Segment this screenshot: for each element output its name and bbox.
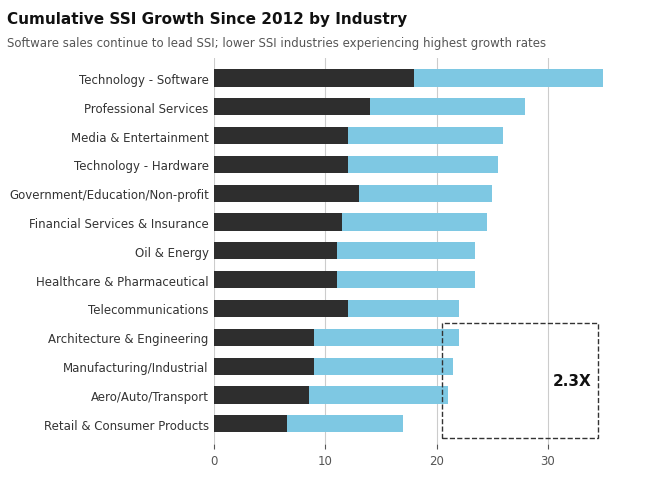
Bar	[214, 185, 359, 203]
Text: Software sales continue to lead SSI; lower SSI industries experiencing highest g: Software sales continue to lead SSI; low…	[7, 37, 546, 50]
Bar	[442, 324, 598, 438]
Bar	[214, 214, 486, 231]
Bar	[214, 70, 414, 87]
Bar	[214, 70, 603, 87]
Bar	[214, 99, 370, 116]
Bar	[214, 127, 503, 145]
Bar	[214, 156, 498, 174]
Bar	[214, 156, 348, 174]
Bar	[214, 329, 314, 346]
Bar	[214, 185, 492, 203]
Text: 2.3X: 2.3X	[553, 373, 592, 388]
Bar	[214, 329, 459, 346]
Bar	[214, 386, 309, 404]
Bar	[214, 243, 476, 260]
Bar	[214, 386, 448, 404]
Text: Cumulative SSI Growth Since 2012 by Industry: Cumulative SSI Growth Since 2012 by Indu…	[7, 12, 407, 27]
Bar	[214, 271, 336, 289]
Bar	[214, 99, 525, 116]
Bar	[214, 127, 348, 145]
Bar	[214, 415, 287, 432]
Bar	[214, 300, 348, 318]
Bar	[214, 243, 336, 260]
Bar	[214, 214, 342, 231]
Bar	[214, 358, 314, 375]
Bar	[214, 271, 476, 289]
Bar	[214, 358, 453, 375]
Bar	[214, 300, 459, 318]
Bar	[214, 415, 403, 432]
